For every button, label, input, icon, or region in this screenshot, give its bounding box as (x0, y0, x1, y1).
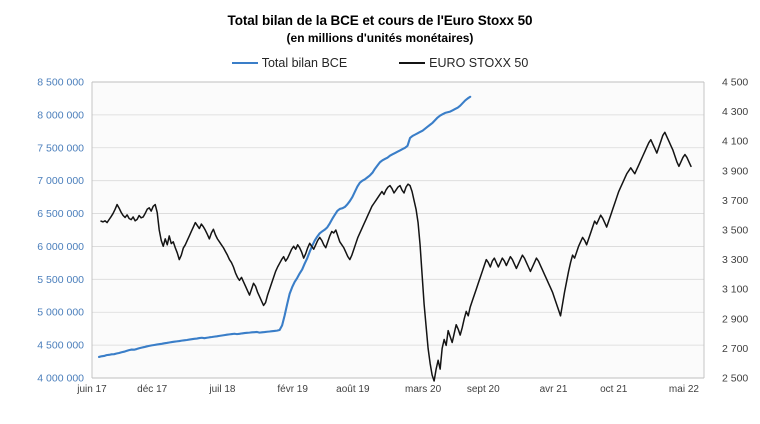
left-axis-tick-label: 4 000 000 (37, 373, 84, 385)
left-axis-tick-labels: 8 500 000 8 000 000 7 500 000 7 000 000 6 50… (37, 77, 84, 385)
left-axis-tick-label: 7 500 000 (37, 142, 84, 154)
left-axis-tick-label: 5 500 000 (37, 274, 84, 286)
plot-background (92, 82, 704, 378)
x-axis-tick-labels: juin 17 déc 17 juil 18 févr 19 août 19 mars 2… (76, 384, 699, 395)
left-axis-tick-label: 6 500 000 (37, 208, 84, 220)
right-axis-tick-labels: 4 500 4 300 4 100 3 900 3 700 3 500 3 300 3 100… (722, 77, 748, 385)
right-axis-tick-label: 2 700 (722, 343, 748, 355)
right-axis-tick-label: 4 500 (722, 77, 748, 89)
series-line-euro-stoxx-50 (100, 131, 692, 382)
left-axis-tick-label: 4 500 000 (37, 340, 84, 352)
chart-subtitle: (en millions d'unités monétaires) (286, 31, 474, 45)
x-axis-tick-label: juin 17 (76, 384, 107, 395)
right-axis-tick-label: 4 300 (722, 106, 748, 118)
data-series (97, 95, 692, 382)
x-axis-tick-label: sept 20 (467, 384, 500, 395)
left-axis-tick-label: 5 000 000 (37, 307, 84, 319)
right-axis-tick-label: 2 900 (722, 313, 748, 325)
legend-item-total-bilan-bce: Total bilan BCE (231, 56, 348, 70)
left-axis-tick-label: 8 500 000 (37, 77, 84, 89)
right-axis-tick-label: 3 500 (722, 225, 748, 237)
axis-lines (91, 81, 705, 379)
legend-label-euro-stoxx-50: EURO STOXX 50 (429, 56, 529, 70)
x-axis-tick-label: mars 20 (405, 384, 442, 395)
legend-swatch-euro-stoxx-50 (399, 62, 426, 64)
x-axis-tick-label: oct 21 (600, 384, 628, 395)
chart-legend: Total bilan BCE EURO STOXX 50 (0, 56, 760, 70)
legend-label-total-bilan-bce: Total bilan BCE (261, 56, 348, 70)
left-axis-tick-label: 8 000 000 (37, 109, 84, 121)
right-axis-tick-label: 3 300 (722, 254, 748, 266)
right-axis-tick-label: 3 700 (722, 195, 748, 207)
right-axis-tick-label: 3 900 (722, 165, 748, 177)
right-axis-tick-label: 4 100 (722, 136, 748, 148)
right-axis-tick-label: 2 500 (722, 373, 748, 385)
series-line-total-bilan-bce (97, 95, 472, 359)
x-axis-tick-label: mai 22 (669, 384, 699, 395)
page-title: Total bilan de la BCE et cours de l'Euro… (227, 13, 533, 28)
x-axis-tick-label: avr 21 (540, 384, 568, 395)
x-axis-tick-label: août 19 (336, 384, 370, 395)
left-axis-tick-label: 7 000 000 (37, 175, 84, 187)
chart-title-block: Total bilan de la BCE et cours de l'Euro… (0, 12, 760, 47)
plot-background-group (92, 82, 704, 378)
x-axis-tick-label: févr 19 (277, 384, 308, 395)
legend-swatch-total-bilan-bce (231, 62, 258, 64)
x-axis-tick-label: juil 18 (208, 384, 236, 395)
right-axis-tick-label: 3 100 (722, 284, 748, 296)
x-axis-tick-label: déc 17 (137, 384, 167, 395)
left-axis-tick-label: 6 000 000 (37, 241, 84, 253)
legend-item-euro-stoxx-50: EURO STOXX 50 (399, 56, 528, 70)
